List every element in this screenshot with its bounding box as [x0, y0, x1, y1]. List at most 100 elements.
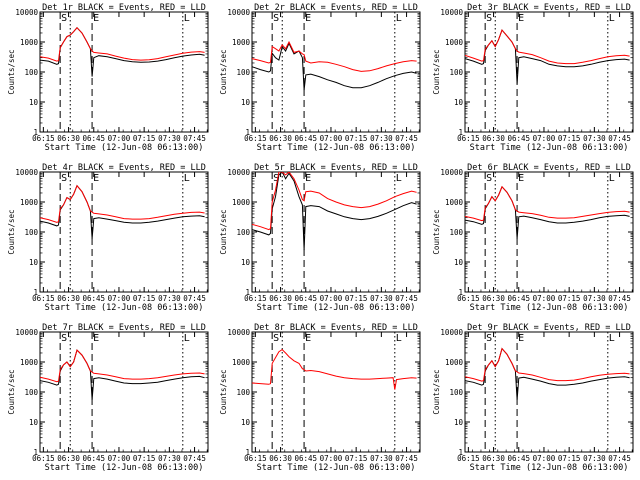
y-tick-label: 10000 — [227, 168, 250, 177]
y-tick-label: 10 — [241, 418, 251, 427]
y-tick-label: 1 — [33, 128, 38, 137]
x-axis-label: Start Time (12-Jun-08 06:13:00) — [45, 143, 204, 153]
y-tick-label: 1 — [245, 448, 250, 457]
x-tick-label: 07:15 — [558, 134, 581, 143]
x-tick-label: 07:30 — [158, 134, 181, 143]
series-lld-line — [465, 29, 630, 65]
x-tick-label: 06:30 — [482, 134, 505, 143]
panel-title: Det 2r BLACK = Events, RED = LLD — [254, 3, 418, 13]
x-axis-label: Start Time (12-Jun-08 06:13:00) — [257, 463, 416, 473]
y-tick-label: 10000 — [440, 168, 463, 177]
x-tick-label: 07:15 — [345, 134, 368, 143]
x-tick-label: 06:15 — [244, 294, 267, 303]
x-tick-label: 06:15 — [457, 134, 480, 143]
y-axis-label: Counts/sec — [219, 209, 228, 254]
marker-label: L — [609, 13, 615, 24]
y-tick-label: 1000 — [445, 358, 464, 367]
y-tick-label: 1000 — [232, 198, 251, 207]
series-lld-line — [465, 185, 630, 222]
panel-title: Det 8r BLACK = Events, RED = LLD — [254, 323, 418, 333]
x-tick-label: 07:00 — [108, 134, 131, 143]
y-tick-label: 10 — [29, 258, 39, 267]
y-tick-label: 10 — [29, 418, 39, 427]
marker-label: S — [486, 333, 492, 344]
x-tick-label: 06:30 — [269, 454, 292, 463]
x-tick-label: 06:45 — [294, 454, 317, 463]
x-tick-label: 06:15 — [244, 134, 267, 143]
panel-title: Det 1r BLACK = Events, RED = LLD — [42, 3, 206, 13]
x-tick-label: 06:30 — [482, 294, 505, 303]
series-events-line — [252, 172, 417, 251]
series-events-line — [252, 42, 417, 91]
x-tick-label: 06:45 — [294, 134, 317, 143]
marker-label: E — [93, 173, 99, 184]
marker-label: E — [518, 173, 524, 184]
y-tick-label: 1000 — [445, 38, 464, 47]
x-tick-label: 06:15 — [32, 294, 55, 303]
series-events-line — [40, 184, 205, 239]
y-axis-label: Counts/sec — [219, 369, 228, 414]
panel-title: Det 9r BLACK = Events, RED = LLD — [467, 323, 631, 333]
y-tick-label: 10 — [241, 98, 251, 107]
marker-label: S — [273, 173, 279, 184]
marker-label: S — [273, 333, 279, 344]
x-tick-label: 07:15 — [133, 454, 156, 463]
x-tick-label: 07:45 — [608, 134, 631, 143]
x-tick-label: 07:00 — [108, 294, 131, 303]
x-axis-label: Start Time (12-Jun-08 06:13:00) — [470, 463, 629, 473]
x-axis-label: Start Time (12-Jun-08 06:13:00) — [257, 143, 416, 153]
y-tick-label: 100 — [24, 388, 38, 397]
marker-label: L — [609, 333, 615, 344]
panel-4: Det 4r BLACK = Events, RED = LLD 1 10 100 10… — [7, 163, 209, 313]
series-lld-line — [252, 348, 417, 390]
panel-7: Det 7r BLACK = Events, RED = LLD 1 10 100 10… — [7, 323, 209, 473]
y-tick-label: 1 — [458, 128, 463, 137]
marker-label: E — [305, 333, 311, 344]
marker-label: S — [486, 173, 492, 184]
marker-label: E — [518, 13, 524, 24]
x-tick-label: 06:45 — [294, 294, 317, 303]
series-events-line — [40, 349, 205, 400]
x-tick-label: 07:45 — [395, 294, 418, 303]
y-tick-label: 1 — [33, 288, 38, 297]
series-lld-line — [465, 347, 630, 382]
x-tick-label: 07:45 — [183, 294, 206, 303]
y-axis-label: Counts/sec — [7, 49, 16, 94]
x-tick-label: 07:30 — [583, 294, 606, 303]
x-tick-label: 07:15 — [133, 294, 156, 303]
x-tick-label: 07:45 — [608, 294, 631, 303]
x-tick-label: 07:15 — [345, 454, 368, 463]
y-axis-label: Counts/sec — [432, 49, 441, 94]
x-axis-label: Start Time (12-Jun-08 06:13:00) — [45, 303, 204, 313]
panel-9: Det 9r BLACK = Events, RED = LLD 1 10 100 10… — [432, 323, 634, 473]
y-tick-label: 10 — [454, 258, 464, 267]
y-tick-label: 100 — [236, 388, 250, 397]
marker-label: L — [184, 13, 190, 24]
y-tick-label: 10 — [241, 258, 251, 267]
marker-label: E — [305, 173, 311, 184]
x-tick-label: 07:15 — [133, 134, 156, 143]
panel-2: Det 2r BLACK = Events, RED = LLD 1 10 100 10… — [219, 3, 421, 153]
x-tick-label: 06:30 — [482, 454, 505, 463]
x-tick-label: 06:45 — [507, 134, 530, 143]
x-tick-label: 06:15 — [32, 134, 55, 143]
x-tick-label: 06:30 — [269, 134, 292, 143]
y-tick-label: 10000 — [227, 8, 250, 17]
panel-1: Det 1r BLACK = Events, RED = LLD 1 10 100 10… — [7, 3, 209, 153]
panel-5: Det 5r BLACK = Events, RED = LLD 1 10 100 10… — [219, 163, 421, 313]
x-tick-label: 06:15 — [457, 454, 480, 463]
x-tick-label: 06:15 — [457, 294, 480, 303]
marker-label: E — [305, 13, 311, 24]
x-tick-label: 07:00 — [320, 134, 343, 143]
x-tick-label: 07:15 — [558, 454, 581, 463]
y-axis-label: Counts/sec — [219, 49, 228, 94]
marker-label: S — [61, 333, 67, 344]
panel-title: Det 6r BLACK = Events, RED = LLD — [467, 163, 631, 173]
x-tick-label: 07:30 — [370, 134, 393, 143]
y-tick-label: 1000 — [232, 38, 251, 47]
marker-label: L — [184, 333, 190, 344]
y-tick-label: 10000 — [440, 8, 463, 17]
y-tick-label: 1000 — [232, 358, 251, 367]
y-tick-label: 1 — [458, 288, 463, 297]
